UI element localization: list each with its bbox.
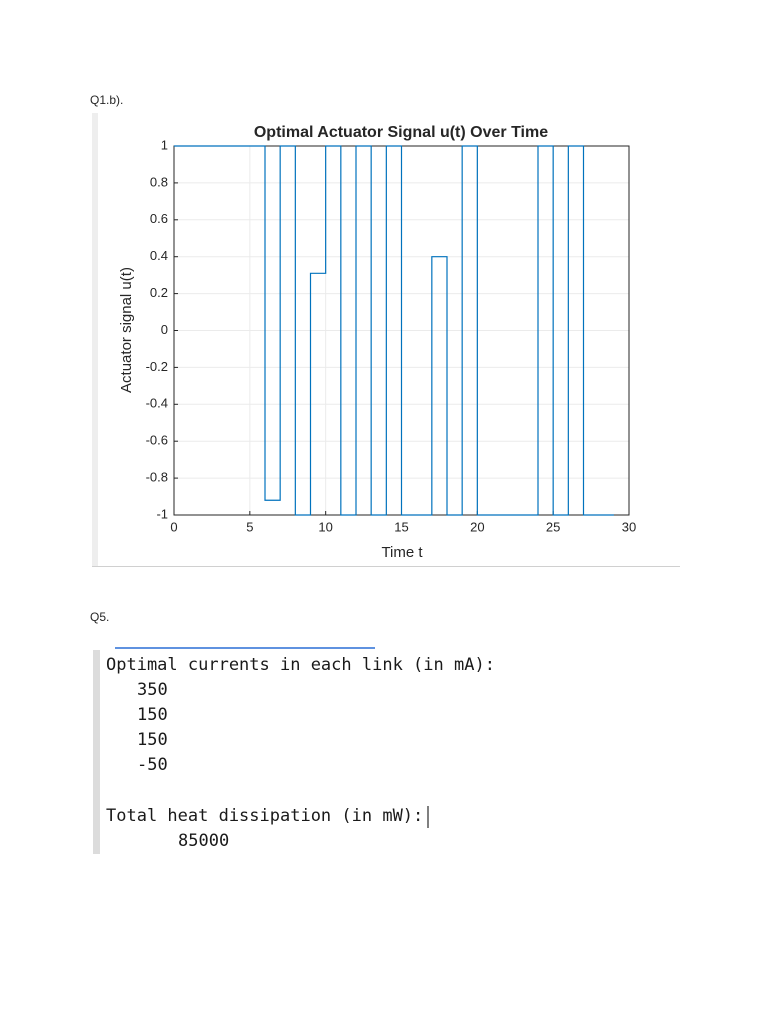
y-tick-label: 1: [161, 137, 168, 152]
x-tick-label: 0: [170, 519, 177, 534]
output-heading: Total heat dissipation (in mW):: [106, 806, 423, 826]
section-label: Q5.: [90, 610, 109, 624]
y-tick-label: 0.4: [150, 248, 168, 263]
x-tick-label: 10: [318, 519, 332, 534]
y-tick-label: 0.6: [150, 211, 168, 226]
panel-bar: [92, 113, 98, 567]
y-tick-label: -0.8: [146, 470, 168, 485]
chart-title: Optimal Actuator Signal u(t) Over Time: [254, 124, 548, 141]
x-tick-label: 25: [546, 519, 560, 534]
y-tick-label: -1: [156, 506, 168, 521]
output-heading: Optimal currents in each link (in mA):: [106, 655, 495, 675]
output-value: 350: [137, 680, 168, 700]
x-tick-label: 30: [622, 519, 636, 534]
output-value: 85000: [178, 831, 229, 851]
output-value: 150: [137, 730, 168, 750]
output-bar: [93, 650, 100, 854]
y-tick-label: -0.6: [146, 433, 168, 448]
x-tick-label: 15: [394, 519, 408, 534]
signal-line: [174, 145, 614, 516]
x-tick-label: 5: [246, 519, 253, 534]
y-tick-label: -0.4: [146, 396, 168, 411]
y-tick-label: 0.2: [150, 285, 168, 300]
y-tick-label: 0: [161, 322, 168, 337]
y-tick-label: 0.8: [150, 174, 168, 189]
x-tick-label: 20: [470, 519, 484, 534]
y-tick-label: -0.2: [146, 359, 168, 374]
output-value: 150: [137, 705, 168, 725]
y-axis-label: Actuator signal u(t): [118, 267, 135, 393]
x-axis-label: Time t: [381, 544, 423, 561]
output-value: -50: [137, 755, 168, 775]
section-label: Q1.b).: [90, 93, 123, 107]
